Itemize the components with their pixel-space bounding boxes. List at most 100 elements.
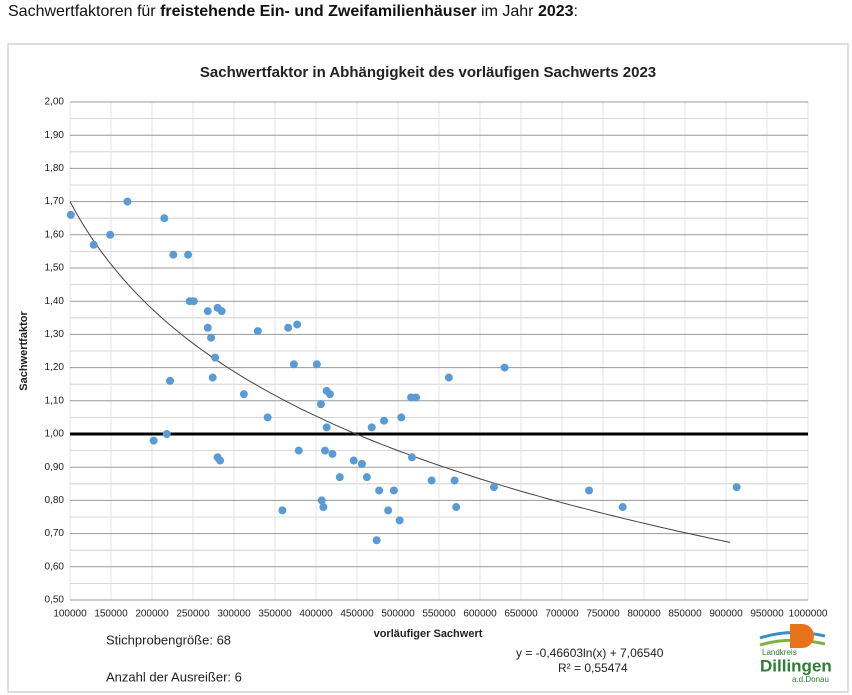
point bbox=[278, 506, 287, 515]
point bbox=[123, 197, 132, 206]
point bbox=[89, 240, 98, 249]
point bbox=[427, 476, 436, 485]
y-tick-label: 1,70 bbox=[45, 196, 65, 207]
y-tick-label: 1,10 bbox=[45, 395, 65, 406]
sample-size: Stichprobengröße: 68 bbox=[106, 632, 231, 647]
point bbox=[319, 503, 328, 512]
x-tick-label: 900000 bbox=[709, 609, 743, 620]
point bbox=[106, 230, 115, 239]
point bbox=[239, 390, 248, 399]
point bbox=[407, 453, 416, 462]
point bbox=[452, 503, 461, 512]
x-tick-label: 300000 bbox=[217, 609, 251, 620]
trend-equation: y = -0,46603ln(x) + 7,06540 bbox=[516, 646, 664, 660]
y-tick-label: 0,50 bbox=[45, 595, 65, 606]
point bbox=[500, 363, 509, 372]
x-tick-label: 1000000 bbox=[789, 609, 828, 620]
point bbox=[322, 423, 331, 432]
point bbox=[397, 413, 406, 422]
logo-text: Dillingen bbox=[760, 656, 832, 675]
point bbox=[489, 483, 498, 492]
x-tick-label: 850000 bbox=[668, 609, 702, 620]
y-tick-label: 1,20 bbox=[45, 362, 65, 373]
point bbox=[294, 446, 303, 455]
point bbox=[160, 214, 169, 223]
x-tick-label: 100000 bbox=[53, 609, 87, 620]
point bbox=[335, 473, 344, 482]
heading-part: 2023 bbox=[537, 3, 574, 20]
point bbox=[189, 297, 198, 306]
point bbox=[325, 390, 334, 399]
point bbox=[149, 436, 158, 445]
y-tick-label: 1,60 bbox=[45, 229, 65, 240]
x-tick-label: 350000 bbox=[258, 609, 292, 620]
x-tick-label: 700000 bbox=[545, 609, 579, 620]
y-tick-label: 1,40 bbox=[45, 296, 65, 307]
point bbox=[618, 503, 627, 512]
trendline bbox=[69, 201, 731, 543]
y-tick-label: 1,00 bbox=[45, 429, 65, 440]
x-tick-label: 200000 bbox=[135, 609, 169, 620]
y-tick-label: 0,70 bbox=[45, 528, 65, 539]
point bbox=[450, 476, 459, 485]
point bbox=[253, 327, 262, 336]
point bbox=[289, 360, 298, 369]
point bbox=[216, 456, 225, 465]
point bbox=[357, 459, 366, 468]
point bbox=[380, 416, 389, 425]
point bbox=[349, 456, 358, 465]
point bbox=[372, 536, 381, 545]
point bbox=[389, 486, 398, 495]
logo-text: a.d.Donau bbox=[792, 675, 829, 684]
point bbox=[384, 506, 393, 515]
heading: Sachwertfaktoren für freistehende Ein- u… bbox=[8, 3, 578, 21]
point bbox=[217, 307, 226, 316]
y-tick-label: 0,80 bbox=[45, 495, 65, 506]
y-tick-label: 0,60 bbox=[45, 561, 65, 572]
x-tick-label: 400000 bbox=[299, 609, 333, 620]
point bbox=[66, 210, 75, 219]
y-axis-label: Sachwertfaktor bbox=[18, 311, 30, 391]
x-tick-label: 600000 bbox=[463, 609, 497, 620]
point bbox=[367, 423, 376, 432]
x-tick-label: 450000 bbox=[340, 609, 374, 620]
point bbox=[732, 483, 741, 492]
point bbox=[395, 516, 404, 525]
x-tick-label: 750000 bbox=[586, 609, 620, 620]
point bbox=[208, 373, 217, 382]
x-tick-label: 950000 bbox=[750, 609, 784, 620]
y-tick-label: 1,80 bbox=[45, 163, 65, 174]
point bbox=[293, 320, 302, 329]
logo-text: Landkreis bbox=[762, 648, 797, 657]
outliers: Anzahl der Ausreißer: 6 bbox=[106, 669, 242, 684]
point bbox=[585, 486, 594, 495]
logo: Landkreis Dillingen a.d.Donau bbox=[759, 624, 832, 684]
point bbox=[207, 333, 216, 342]
y-tick-label: 0,90 bbox=[45, 462, 65, 473]
point bbox=[412, 393, 421, 402]
point bbox=[284, 323, 293, 332]
y-tick-label: 1,30 bbox=[45, 329, 65, 340]
point bbox=[317, 496, 326, 505]
chart-title: Sachwertfaktor in Abhängigkeit des vorlä… bbox=[200, 64, 656, 81]
heading-part: : bbox=[573, 3, 578, 20]
heading-part: Sachwertfaktoren für bbox=[8, 3, 161, 20]
x-axis-label: vorläufiger Sachwert bbox=[374, 628, 483, 640]
y-tick-label: 1,90 bbox=[45, 130, 65, 141]
y-tick-label: 1,50 bbox=[45, 263, 65, 274]
point bbox=[263, 413, 272, 422]
point bbox=[316, 400, 325, 409]
heading-part: freistehende Ein- und Zweifamilienhäuser bbox=[160, 3, 477, 20]
x-tick-label: 500000 bbox=[381, 609, 415, 620]
point bbox=[444, 373, 453, 382]
x-tick-label: 650000 bbox=[504, 609, 538, 620]
point bbox=[166, 376, 175, 385]
x-tick-label: 150000 bbox=[94, 609, 128, 620]
point bbox=[375, 486, 384, 495]
y-tick-label: 2,00 bbox=[45, 97, 65, 108]
x-tick-label: 250000 bbox=[176, 609, 210, 620]
point bbox=[211, 353, 220, 362]
point bbox=[328, 449, 337, 458]
